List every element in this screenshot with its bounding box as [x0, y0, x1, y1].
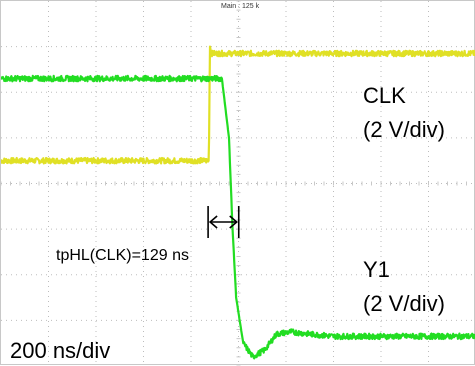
series-label-y1: Y1 [363, 257, 390, 282]
series-scale-y1: (2 V/div) [363, 291, 445, 316]
delay-arrowhead-left [208, 215, 218, 229]
delay-arrowhead-right [229, 215, 238, 229]
series-trace-clk [1, 45, 475, 165]
series-trace-y1 [1, 74, 475, 360]
series-label-clk: CLK [363, 83, 406, 108]
propagation-delay-label: tpHL(CLK)=129 ns [56, 247, 189, 264]
header-text: Main : 125 k [221, 3, 260, 10]
series-scale-clk: (2 V/div) [363, 117, 445, 142]
timebase-label: 200 ns/div [10, 338, 111, 363]
